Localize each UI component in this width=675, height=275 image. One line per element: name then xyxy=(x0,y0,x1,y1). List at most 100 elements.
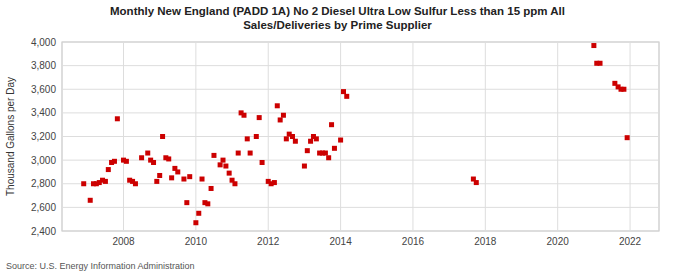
point xyxy=(272,180,277,185)
point xyxy=(154,179,159,184)
point xyxy=(314,136,319,141)
point xyxy=(81,181,86,186)
point xyxy=(332,146,337,151)
plot-frame xyxy=(62,42,659,231)
x-grid-line xyxy=(340,42,341,231)
y-tick-label: 4,000 xyxy=(31,37,56,48)
point xyxy=(115,116,120,121)
point xyxy=(211,153,216,158)
point xyxy=(112,159,117,164)
point xyxy=(293,139,298,144)
x-tick-label: 2010 xyxy=(185,236,208,247)
y-grid-line xyxy=(62,231,659,232)
x-tick-label: 2022 xyxy=(619,236,642,247)
point xyxy=(284,136,289,141)
point xyxy=(160,134,165,139)
point xyxy=(227,171,232,176)
y-tick-label: 3,800 xyxy=(31,60,56,71)
point xyxy=(308,139,313,144)
point xyxy=(209,186,214,191)
point xyxy=(338,138,343,143)
point xyxy=(290,134,295,139)
point xyxy=(302,164,307,169)
point xyxy=(248,151,253,156)
point xyxy=(323,151,328,156)
x-grid-line xyxy=(557,42,558,231)
source-note: Source: U.S. Energy Information Administ… xyxy=(6,261,195,271)
title-line: Monthly New England (PADD 1A) No 2 Diese… xyxy=(110,5,565,17)
point xyxy=(278,117,283,122)
point xyxy=(175,169,180,174)
point xyxy=(184,200,189,205)
y-grid-line xyxy=(62,89,659,90)
grid xyxy=(62,42,659,231)
y-tick-label: 2,600 xyxy=(31,202,56,213)
point xyxy=(344,94,349,99)
point xyxy=(474,180,479,185)
point xyxy=(260,160,265,165)
point xyxy=(157,173,162,178)
point xyxy=(88,198,93,203)
point xyxy=(139,155,144,160)
x-grid-line xyxy=(195,42,196,231)
x-tick-label: 2018 xyxy=(474,236,497,247)
point xyxy=(145,151,150,156)
point xyxy=(305,148,310,153)
x-grid-line xyxy=(630,42,631,231)
point xyxy=(193,220,198,225)
point xyxy=(221,158,226,163)
y-tick-label: 3,600 xyxy=(31,84,56,95)
point xyxy=(218,162,223,167)
point xyxy=(124,159,129,164)
x-tick-label: 2012 xyxy=(257,236,280,247)
x-grid-line xyxy=(268,42,269,231)
point xyxy=(241,113,246,118)
point xyxy=(257,115,262,120)
y-tick-label: 2,800 xyxy=(31,178,56,189)
point xyxy=(329,122,334,127)
point xyxy=(205,201,210,206)
y-axis-label: Thousand Gallons per Day xyxy=(5,77,16,196)
point xyxy=(223,164,228,169)
title: Monthly New England (PADD 1A) No 2 Diese… xyxy=(110,5,565,31)
point xyxy=(245,136,250,141)
y-grid-line xyxy=(62,112,659,113)
point xyxy=(341,89,346,94)
point xyxy=(281,113,286,118)
y-grid-line xyxy=(62,183,659,184)
x-tick-label: 2014 xyxy=(329,236,352,247)
y-tick-label: 2,400 xyxy=(31,226,56,237)
point xyxy=(187,174,192,179)
y-tick-label: 3,400 xyxy=(31,107,56,118)
point xyxy=(254,134,259,139)
point xyxy=(275,103,280,108)
point xyxy=(169,175,174,180)
point xyxy=(166,156,171,161)
chart: 2,400 2,600 2,800 3,000 3,200 3,400 3,600 3,800… xyxy=(0,0,675,275)
x-grid-line xyxy=(485,42,486,231)
point xyxy=(598,61,603,66)
x-tick-label: 2008 xyxy=(112,236,135,247)
x-tick-label: 2016 xyxy=(402,236,425,247)
title-line: Sales/Deliveries by Prime Supplier xyxy=(243,19,432,31)
point xyxy=(625,135,630,140)
y-grid-line xyxy=(62,42,659,43)
point xyxy=(232,181,237,186)
point xyxy=(236,151,241,156)
x-grid-line xyxy=(123,42,124,231)
points xyxy=(81,43,629,225)
y-grid-line xyxy=(62,65,659,66)
x-grid-line xyxy=(412,42,413,231)
axes: 2,400 2,600 2,800 3,000 3,200 3,400 3,600 3,800… xyxy=(31,37,642,248)
y-grid-line xyxy=(62,207,659,208)
y-tick-label: 3,000 xyxy=(31,155,56,166)
point xyxy=(196,211,201,216)
point xyxy=(591,43,596,48)
point xyxy=(133,181,138,186)
y-grid-line xyxy=(62,136,659,137)
point xyxy=(200,177,205,182)
y-tick-label: 3,200 xyxy=(31,131,56,142)
point xyxy=(106,167,111,172)
point xyxy=(621,87,626,92)
point xyxy=(151,160,156,165)
